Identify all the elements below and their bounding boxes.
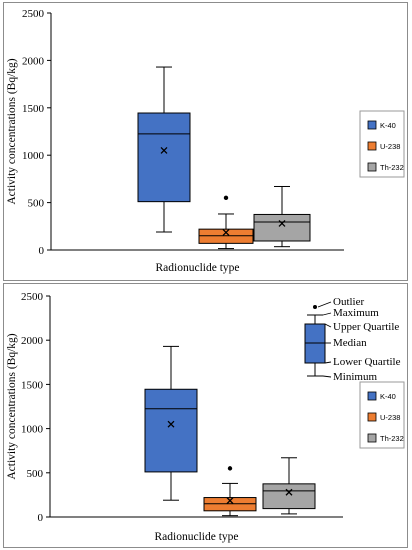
legend: K-40 U-238 Th-232	[359, 110, 405, 178]
box-u-238	[203, 466, 257, 517]
outlier-point	[227, 466, 233, 471]
key-label: Minimum	[333, 371, 377, 383]
key-label: Median	[333, 337, 367, 349]
box-plot-top: 0 500 1000 1500 2000 2500 Activity concentrati…	[6, 8, 405, 274]
x-axis-title: Radionuclide type	[155, 531, 239, 543]
legend-swatch	[367, 433, 377, 443]
chart-panel-bottom: 0 500 1000 1500 2000 2500 Activity concentrati…	[3, 283, 408, 548]
y-tick-label: 1500	[21, 379, 44, 391]
key-outlier-point	[313, 305, 317, 309]
y-tick-label: 0	[38, 512, 44, 524]
legend-label: K-40	[380, 392, 396, 401]
legend-swatch	[367, 141, 377, 151]
iqr-box	[137, 112, 191, 203]
outlier-point	[223, 195, 229, 201]
mean-marker	[222, 229, 230, 236]
key-leader-line	[317, 301, 332, 308]
iqr-box	[144, 388, 198, 473]
mean-marker	[160, 147, 168, 154]
x-axis-title: Radionuclide type	[156, 262, 240, 274]
y-tick-label: 0	[39, 245, 45, 257]
y-tick-label: 1500	[22, 103, 45, 115]
box-th-232	[253, 185, 311, 248]
box-th-232	[262, 457, 316, 515]
mean-marker	[226, 497, 234, 505]
legend-box	[359, 381, 405, 449]
y-tick-label: 2500	[22, 8, 45, 20]
key-leader-line	[324, 323, 332, 328]
y-tick-label: 2000	[22, 55, 45, 67]
box-k-40	[137, 66, 191, 233]
mean-marker	[285, 488, 293, 496]
key-leader-line	[322, 375, 332, 378]
y-tick-label: 2500	[21, 291, 44, 303]
legend-label: U-238	[380, 413, 400, 422]
legend-label: U-238	[380, 142, 400, 151]
key-leader-line	[322, 312, 332, 316]
y-tick-label: 500	[27, 468, 44, 480]
mean-marker	[167, 420, 175, 428]
y-axis-title: Activity concentrations (Bq/kg)	[6, 333, 18, 479]
key-label: Lower Quartile	[333, 356, 401, 368]
legend-label: K-40	[380, 121, 396, 130]
y-tick-label: 500	[28, 198, 45, 210]
iqr-box	[253, 213, 311, 242]
legend-box	[359, 110, 405, 178]
legend-label: Th-232	[380, 434, 404, 443]
y-axis-title: Activity concentrations (Bq/kg)	[6, 58, 18, 204]
box-u-238	[198, 195, 254, 250]
legend-swatch	[367, 162, 377, 172]
y-tick-label: 1000	[21, 424, 44, 436]
legend-swatch	[367, 120, 377, 130]
legend-label: Th-232	[380, 163, 404, 172]
key-leader-line	[324, 361, 332, 364]
box-k-40	[144, 345, 198, 501]
legend-swatch	[367, 391, 377, 401]
iqr-box	[262, 483, 316, 510]
key-label: Maximum	[333, 307, 379, 319]
mean-marker	[278, 219, 286, 227]
chart-panel-top: 0 500 1000 1500 2000 2500 Activity concentrati…	[3, 2, 408, 281]
y-tick-label: 1000	[22, 150, 45, 162]
box-plot-bottom: 0 500 1000 1500 2000 2500 Activity concentrati…	[6, 291, 405, 543]
legend: K-40 U-238 Th-232	[359, 381, 405, 449]
key-label: Upper Quartile	[333, 321, 399, 333]
y-tick-label: 2000	[21, 335, 44, 347]
legend-swatch	[367, 412, 377, 422]
key-label: Outlier	[333, 296, 364, 308]
